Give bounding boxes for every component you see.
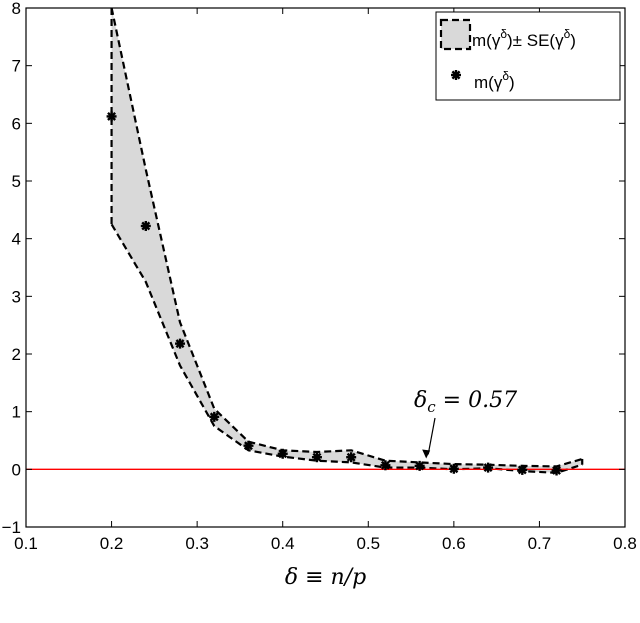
x-tick-label: 0.1 <box>14 534 38 553</box>
y-tick-label: 4 <box>12 230 21 249</box>
x-tick-label: 0.7 <box>528 534 552 553</box>
legend-band-swatch <box>439 18 472 51</box>
y-tick-label: 6 <box>12 114 21 133</box>
data-point <box>140 220 151 231</box>
data-point <box>517 464 528 475</box>
x-tick-label: 0.3 <box>185 534 209 553</box>
legend-band-label: m(γδ)± SE(γδ) <box>472 27 576 50</box>
x-tick-label: 0.4 <box>271 534 295 553</box>
x-tick-label: 0.5 <box>356 534 380 553</box>
data-point <box>483 462 494 473</box>
annotation-label: δc = 0.57 <box>414 388 517 416</box>
data-point <box>277 448 288 459</box>
data-point <box>414 460 425 471</box>
y-tick-label: 2 <box>12 345 21 364</box>
annotation-arrow-head <box>422 449 431 459</box>
data-point <box>243 440 254 451</box>
axes: 0.1 0.2 0.3 0.4 0.5 0.6 0.7 0.8 −1 0 1 2 3 4 5 6 7 8 <box>2 0 637 553</box>
legend: m(γδ)± SE(γδ) m(γδ) <box>435 11 621 101</box>
data-point <box>106 111 117 122</box>
legend-point-marker <box>451 70 461 80</box>
points-layer <box>106 111 562 476</box>
annotation: δc = 0.57 <box>414 388 517 459</box>
legend-points-label: m(γδ) <box>474 69 515 92</box>
x-tick-label: 0.6 <box>442 534 466 553</box>
data-point <box>448 463 459 474</box>
y-tick-label: −1 <box>2 518 21 537</box>
band-lower-edge <box>110 223 583 474</box>
data-point <box>346 452 357 463</box>
x-tick-label: 0.8 <box>613 534 637 553</box>
data-point <box>380 460 391 471</box>
band-layer <box>110 7 584 474</box>
data-point <box>551 465 562 476</box>
y-tick-label: 1 <box>12 403 21 422</box>
y-tick-label: 0 <box>12 460 21 479</box>
y-tick-label: 3 <box>12 287 21 306</box>
annotation-arrow-line <box>427 417 436 455</box>
legend-star <box>451 70 461 80</box>
x-tick-label: 0.2 <box>100 534 124 553</box>
data-point <box>175 338 186 349</box>
y-tick-label: 8 <box>12 0 21 18</box>
data-point <box>209 411 220 422</box>
band-upper-edge <box>110 7 583 468</box>
x-axis-label: δ ≡ n/p <box>285 565 366 590</box>
data-point <box>311 452 322 463</box>
plot-frame <box>25 7 626 528</box>
y-tick-label: 7 <box>12 57 21 76</box>
y-tick-label: 5 <box>12 172 21 191</box>
